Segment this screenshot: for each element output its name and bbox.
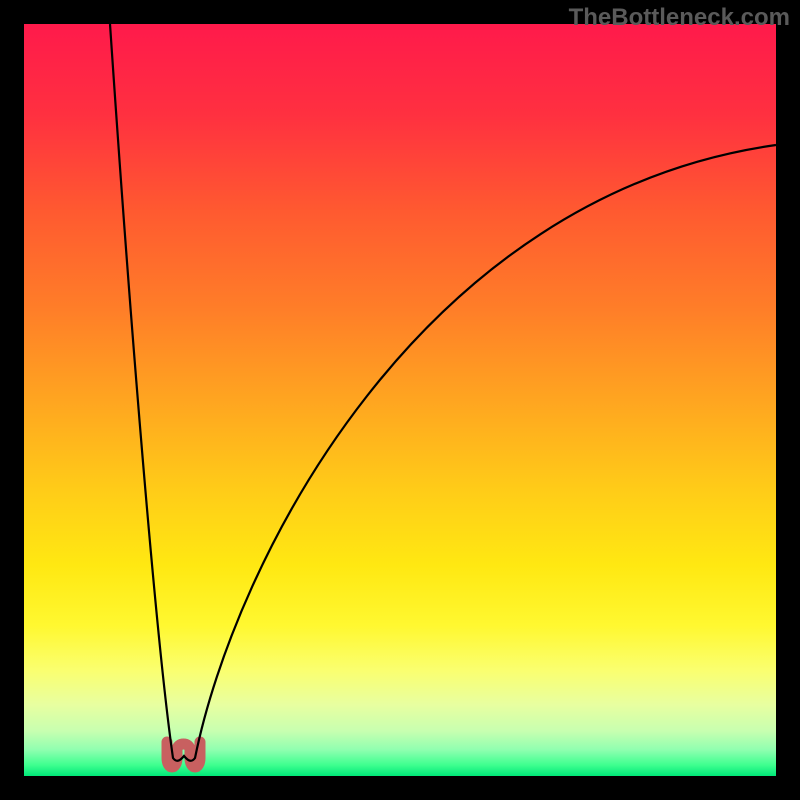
chart-canvas (0, 0, 800, 800)
watermark-text: TheBottleneck.com (569, 4, 790, 32)
bottleneck-chart: TheBottleneck.com (0, 0, 800, 800)
